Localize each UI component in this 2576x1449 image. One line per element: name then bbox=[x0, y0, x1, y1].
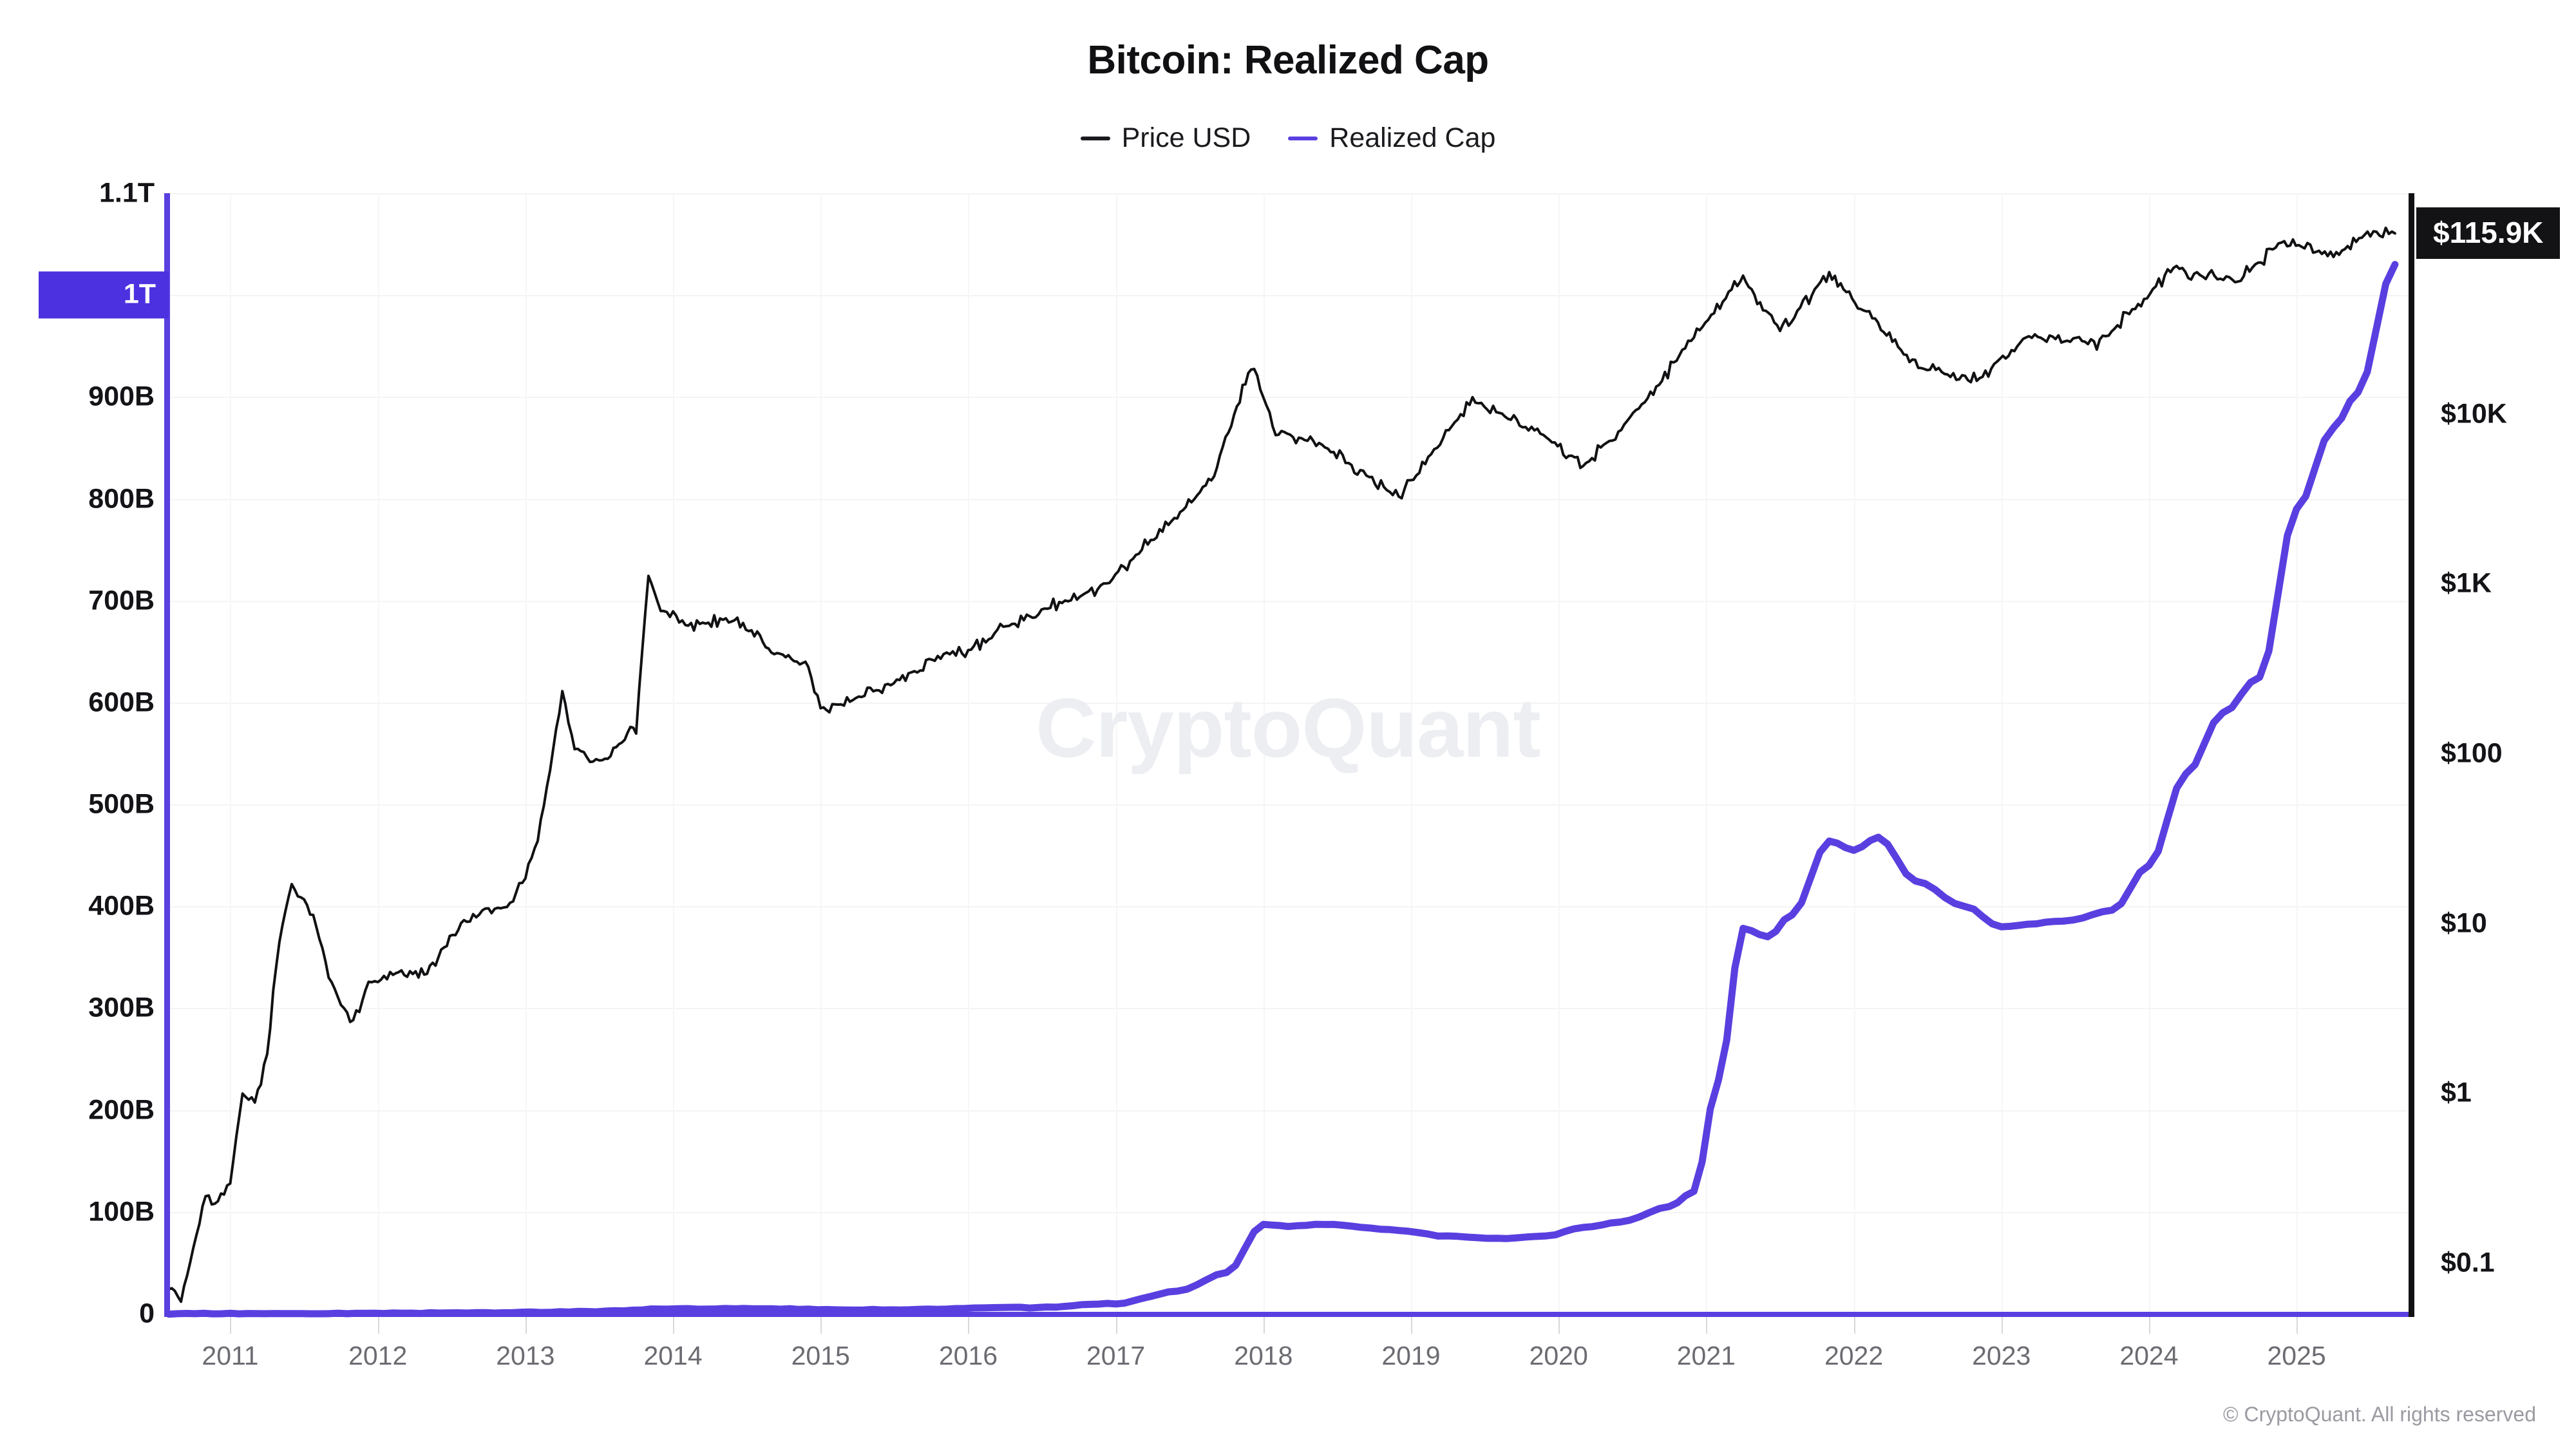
x-axis-tick-label: 2017 bbox=[1086, 1341, 1146, 1370]
gridlines bbox=[169, 193, 2407, 1315]
right-axis-tick-label: $1 bbox=[2441, 1077, 2472, 1108]
vertical-gridline bbox=[2001, 193, 2003, 1314]
legend-item-realized-cap[interactable]: Realized Cap bbox=[1288, 122, 1495, 154]
x-axis-tick-label: 2019 bbox=[1381, 1341, 1441, 1370]
vertical-gridline bbox=[1558, 193, 1560, 1314]
vertical-gridline bbox=[1263, 193, 1265, 1314]
gridline bbox=[169, 1110, 2407, 1112]
line-dash-icon bbox=[1288, 136, 1318, 140]
vertical-gridline bbox=[1410, 193, 1412, 1314]
x-axis-tick-label: 2015 bbox=[791, 1341, 850, 1370]
price-current-badge: $115.9K bbox=[2416, 207, 2561, 260]
x-axis-tick-mark bbox=[1706, 1317, 1708, 1334]
x-axis-tick-mark bbox=[673, 1317, 675, 1334]
left-axis-tick-label: 100B bbox=[88, 1196, 155, 1227]
gridline bbox=[169, 193, 2407, 194]
left-axis-tick-label: 600B bbox=[88, 687, 155, 718]
vertical-gridline bbox=[968, 193, 970, 1314]
x-axis-tick-mark bbox=[2001, 1317, 2003, 1334]
price-usd-line bbox=[169, 228, 2395, 1302]
vertical-gridline bbox=[230, 193, 232, 1314]
left-axis-tick-label: 200B bbox=[88, 1094, 155, 1126]
x-axis-tick-label: 2012 bbox=[348, 1341, 408, 1370]
gridline bbox=[169, 600, 2407, 602]
vertical-gridline bbox=[2148, 193, 2150, 1314]
legend-item-price-usd[interactable]: Price USD bbox=[1080, 122, 1251, 154]
x-axis-tick-mark bbox=[2297, 1317, 2298, 1334]
x-axis-tick-mark bbox=[230, 1317, 232, 1334]
realized-cap-line bbox=[169, 265, 2395, 1314]
bottom-axis-spine bbox=[164, 1312, 2414, 1317]
x-axis-tick-mark bbox=[525, 1317, 527, 1334]
x-axis-tick-mark bbox=[1410, 1317, 1412, 1334]
vertical-gridline bbox=[2297, 193, 2298, 1314]
legend-label-price-usd: Price USD bbox=[1121, 122, 1251, 153]
right-axis-spine bbox=[2409, 193, 2414, 1317]
x-axis-tick-label: 2025 bbox=[2267, 1341, 2326, 1370]
vertical-gridline bbox=[1706, 193, 1708, 1314]
x-axis-tick-mark bbox=[1558, 1317, 1560, 1334]
x-axis-tick-label: 2011 bbox=[202, 1341, 259, 1370]
left-axis-tick-label: 700B bbox=[88, 585, 155, 616]
line-dash-icon bbox=[1080, 136, 1110, 140]
left-axis-tick-label: 0 bbox=[139, 1298, 155, 1329]
x-axis-tick-mark bbox=[1853, 1317, 1855, 1334]
vertical-gridline bbox=[377, 193, 379, 1314]
vertical-gridline bbox=[673, 193, 675, 1314]
gridline bbox=[169, 1008, 2407, 1010]
page-title: Bitcoin: Realized Cap bbox=[1087, 38, 1489, 82]
gridline bbox=[169, 295, 2407, 297]
x-axis-tick-label: 2014 bbox=[643, 1341, 703, 1370]
x-axis-tick-label: 2024 bbox=[2119, 1341, 2179, 1370]
x-axis-tick-label: 2022 bbox=[1824, 1341, 1884, 1370]
x-axis-tick-label: 2020 bbox=[1529, 1341, 1588, 1370]
legend-label-realized-cap: Realized Cap bbox=[1329, 122, 1496, 153]
gridline bbox=[169, 498, 2407, 500]
x-axis-tick-mark bbox=[968, 1317, 970, 1334]
left-axis-tick-label: 1.1T bbox=[99, 177, 155, 209]
right-axis-tick-label: $1K bbox=[2441, 567, 2492, 599]
left-axis-spine bbox=[164, 193, 170, 1317]
left-axis-tick-label: 800B bbox=[88, 483, 155, 515]
right-axis-tick-label: $10K bbox=[2441, 398, 2507, 430]
x-axis-tick-label: 2016 bbox=[938, 1341, 998, 1370]
x-axis-tick-mark bbox=[377, 1317, 379, 1334]
vertical-gridline bbox=[525, 193, 527, 1314]
right-axis-tick-label: $100 bbox=[2441, 737, 2503, 769]
copyright-footer: © CryptoQuant. All rights reserved bbox=[2223, 1403, 2536, 1426]
right-axis-tick-label: $0.1 bbox=[2441, 1247, 2495, 1278]
right-axis-tick-label: $10 bbox=[2441, 907, 2487, 939]
x-axis-tick-label: 2021 bbox=[1676, 1341, 1736, 1370]
chart-legend: Price USD Realized Cap bbox=[0, 122, 2576, 154]
vertical-gridline bbox=[820, 193, 822, 1314]
gridline bbox=[169, 804, 2407, 806]
gridline bbox=[169, 397, 2407, 399]
vertical-gridline bbox=[1853, 193, 1855, 1314]
x-axis-tick-mark bbox=[2148, 1317, 2150, 1334]
left-axis-tick-label: 500B bbox=[88, 788, 155, 820]
realized-cap-current-badge: 1T bbox=[39, 271, 169, 319]
gridline bbox=[169, 906, 2407, 908]
watermark: CryptoQuant bbox=[1036, 681, 1540, 775]
x-axis-tick-mark bbox=[1115, 1317, 1117, 1334]
left-axis-tick-label: 400B bbox=[88, 890, 155, 922]
x-axis-tick-mark bbox=[820, 1317, 822, 1334]
gridline bbox=[169, 702, 2407, 704]
vertical-gridline bbox=[1115, 193, 1117, 1314]
x-axis-tick-label: 2013 bbox=[496, 1341, 555, 1370]
x-axis-tick-label: 2018 bbox=[1234, 1341, 1293, 1370]
x-axis-tick-mark bbox=[1263, 1317, 1265, 1334]
left-axis-tick-label: 900B bbox=[88, 381, 155, 412]
gridline bbox=[169, 1211, 2407, 1213]
x-axis-tick-label: 2023 bbox=[1972, 1341, 2031, 1370]
left-axis-tick-label: 300B bbox=[88, 992, 155, 1023]
